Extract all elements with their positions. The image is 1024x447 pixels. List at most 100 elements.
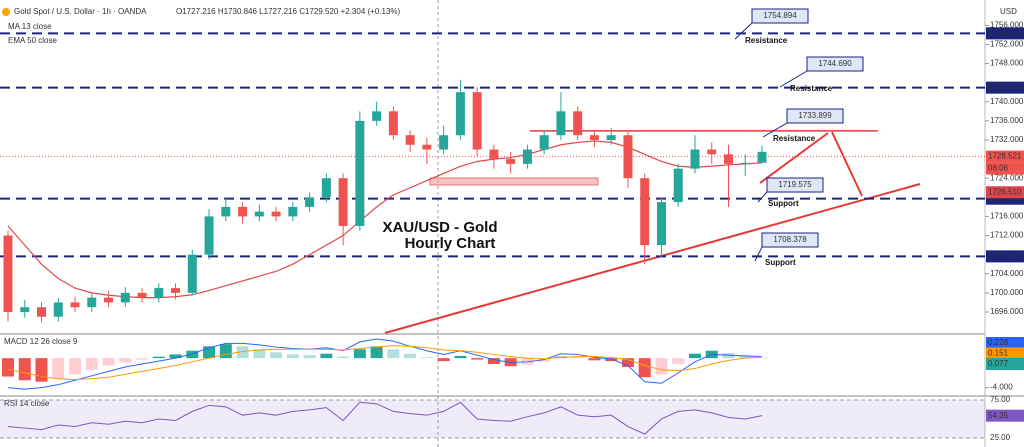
y-tick-label: 1712.000 (990, 231, 1024, 240)
macd-bar (404, 353, 417, 359)
candle-body (372, 111, 382, 121)
candle-body (489, 149, 499, 160)
candle-body (104, 297, 114, 303)
macd-bar (655, 358, 668, 375)
candle-body (757, 151, 767, 163)
macd-bar (420, 357, 433, 359)
ohlc: O1727.216 H1730.846 L1727.216 C1729.520 … (176, 7, 401, 16)
candle-body (405, 135, 415, 145)
annotation-text: Resistance (745, 36, 788, 45)
macd-bar (337, 356, 350, 359)
candle-body (539, 135, 549, 150)
rsi-value-label: 54.35 (988, 411, 1009, 420)
macd-bar (119, 358, 132, 363)
macd-bar (18, 358, 31, 381)
macd-bar (756, 357, 768, 359)
y-tick-label: 1756.000 (990, 20, 1024, 29)
level-price-label: 1754.313 (988, 28, 1022, 37)
macd-bar (437, 358, 450, 362)
candle-body (422, 144, 432, 150)
y-tick-label: 1696.000 (990, 307, 1024, 316)
candle-body (573, 111, 583, 136)
candle-body (37, 307, 47, 317)
candle-body (221, 206, 231, 217)
annotation-pointer (734, 22, 753, 40)
level-price-label: 1719.714 (988, 194, 1022, 203)
zone (429, 177, 599, 186)
macd-bar (454, 355, 467, 359)
macd-bar (487, 358, 500, 365)
macd-bar (286, 354, 299, 359)
trendline (831, 131, 863, 197)
macd-bar (186, 350, 199, 359)
ema-line (7, 140, 763, 299)
candle-body (690, 149, 700, 169)
candle-body (137, 292, 147, 298)
y-tick-label: 1736.000 (990, 116, 1024, 125)
candle-body (53, 302, 63, 317)
candle-body (171, 288, 181, 293)
macd-bar (588, 358, 601, 361)
rsi-band (0, 400, 985, 438)
annotation-pointer (757, 191, 768, 203)
candle-body (455, 92, 465, 136)
candle-body (472, 92, 482, 150)
macd-bar (320, 353, 333, 359)
annotation-text: Support (765, 258, 796, 267)
macd-value-label-box (986, 347, 1024, 360)
macd-bar (253, 349, 266, 359)
y-tick-label: 1724.000 (990, 173, 1024, 182)
macd-bar (152, 356, 165, 359)
candle-body (120, 292, 130, 303)
rsi-value-label-box (986, 409, 1024, 422)
macd-bar (303, 355, 316, 359)
countdown-label-box (986, 162, 1024, 175)
level-price-label-box (986, 27, 1024, 40)
y-tick-label: 1752.000 (990, 40, 1024, 49)
annotation-box (806, 56, 864, 72)
macd-bar (236, 346, 249, 359)
macd-line (7, 338, 763, 390)
candle-body (338, 178, 348, 226)
macd-bar (688, 353, 701, 359)
candle-body (623, 135, 633, 179)
chart-subtitle: Hourly Chart (405, 235, 496, 252)
candle-body (271, 211, 281, 217)
candle-body (606, 135, 616, 140)
macd-bar (136, 358, 149, 360)
candle-body (254, 211, 264, 217)
rsi-line (7, 401, 763, 435)
trendline (759, 132, 829, 184)
macd-bar (219, 344, 232, 359)
level-price-label: 1707.637 (988, 251, 1022, 260)
macd-value-label-box (986, 358, 1024, 370)
signal-line (7, 345, 763, 381)
symbol: Gold Spot / U.S. Dollar · 1h · OANDA (14, 7, 147, 16)
annotation-box (761, 232, 819, 248)
candle-body (3, 235, 13, 312)
annotation-text: Resistance (773, 134, 816, 143)
level-price-label-box (986, 81, 1024, 94)
candle-body (305, 197, 315, 207)
candle-body (87, 297, 97, 308)
macd-bar (102, 358, 115, 366)
ema-label: EMA 50 close (8, 36, 57, 45)
macd-bar (672, 358, 685, 365)
level-price-label: 1742.957 (988, 83, 1022, 92)
annotation-box (766, 177, 824, 193)
candle-body (388, 111, 398, 136)
ma-label: MA 13 close (8, 22, 52, 31)
y-tick-label: 1716.000 (990, 212, 1024, 221)
macd-bar (471, 358, 484, 360)
macd-bar (85, 358, 98, 370)
macd-value-label: 0.228 (988, 338, 1009, 347)
y-tick-label: 75.00 (990, 395, 1011, 404)
ema-price-label-box (986, 186, 1024, 199)
candle-body (522, 149, 532, 164)
candle-body (238, 206, 248, 217)
candle-body (439, 135, 449, 150)
level-price-label-box (986, 250, 1024, 263)
candle-body (321, 178, 331, 198)
candle-body (187, 254, 197, 293)
